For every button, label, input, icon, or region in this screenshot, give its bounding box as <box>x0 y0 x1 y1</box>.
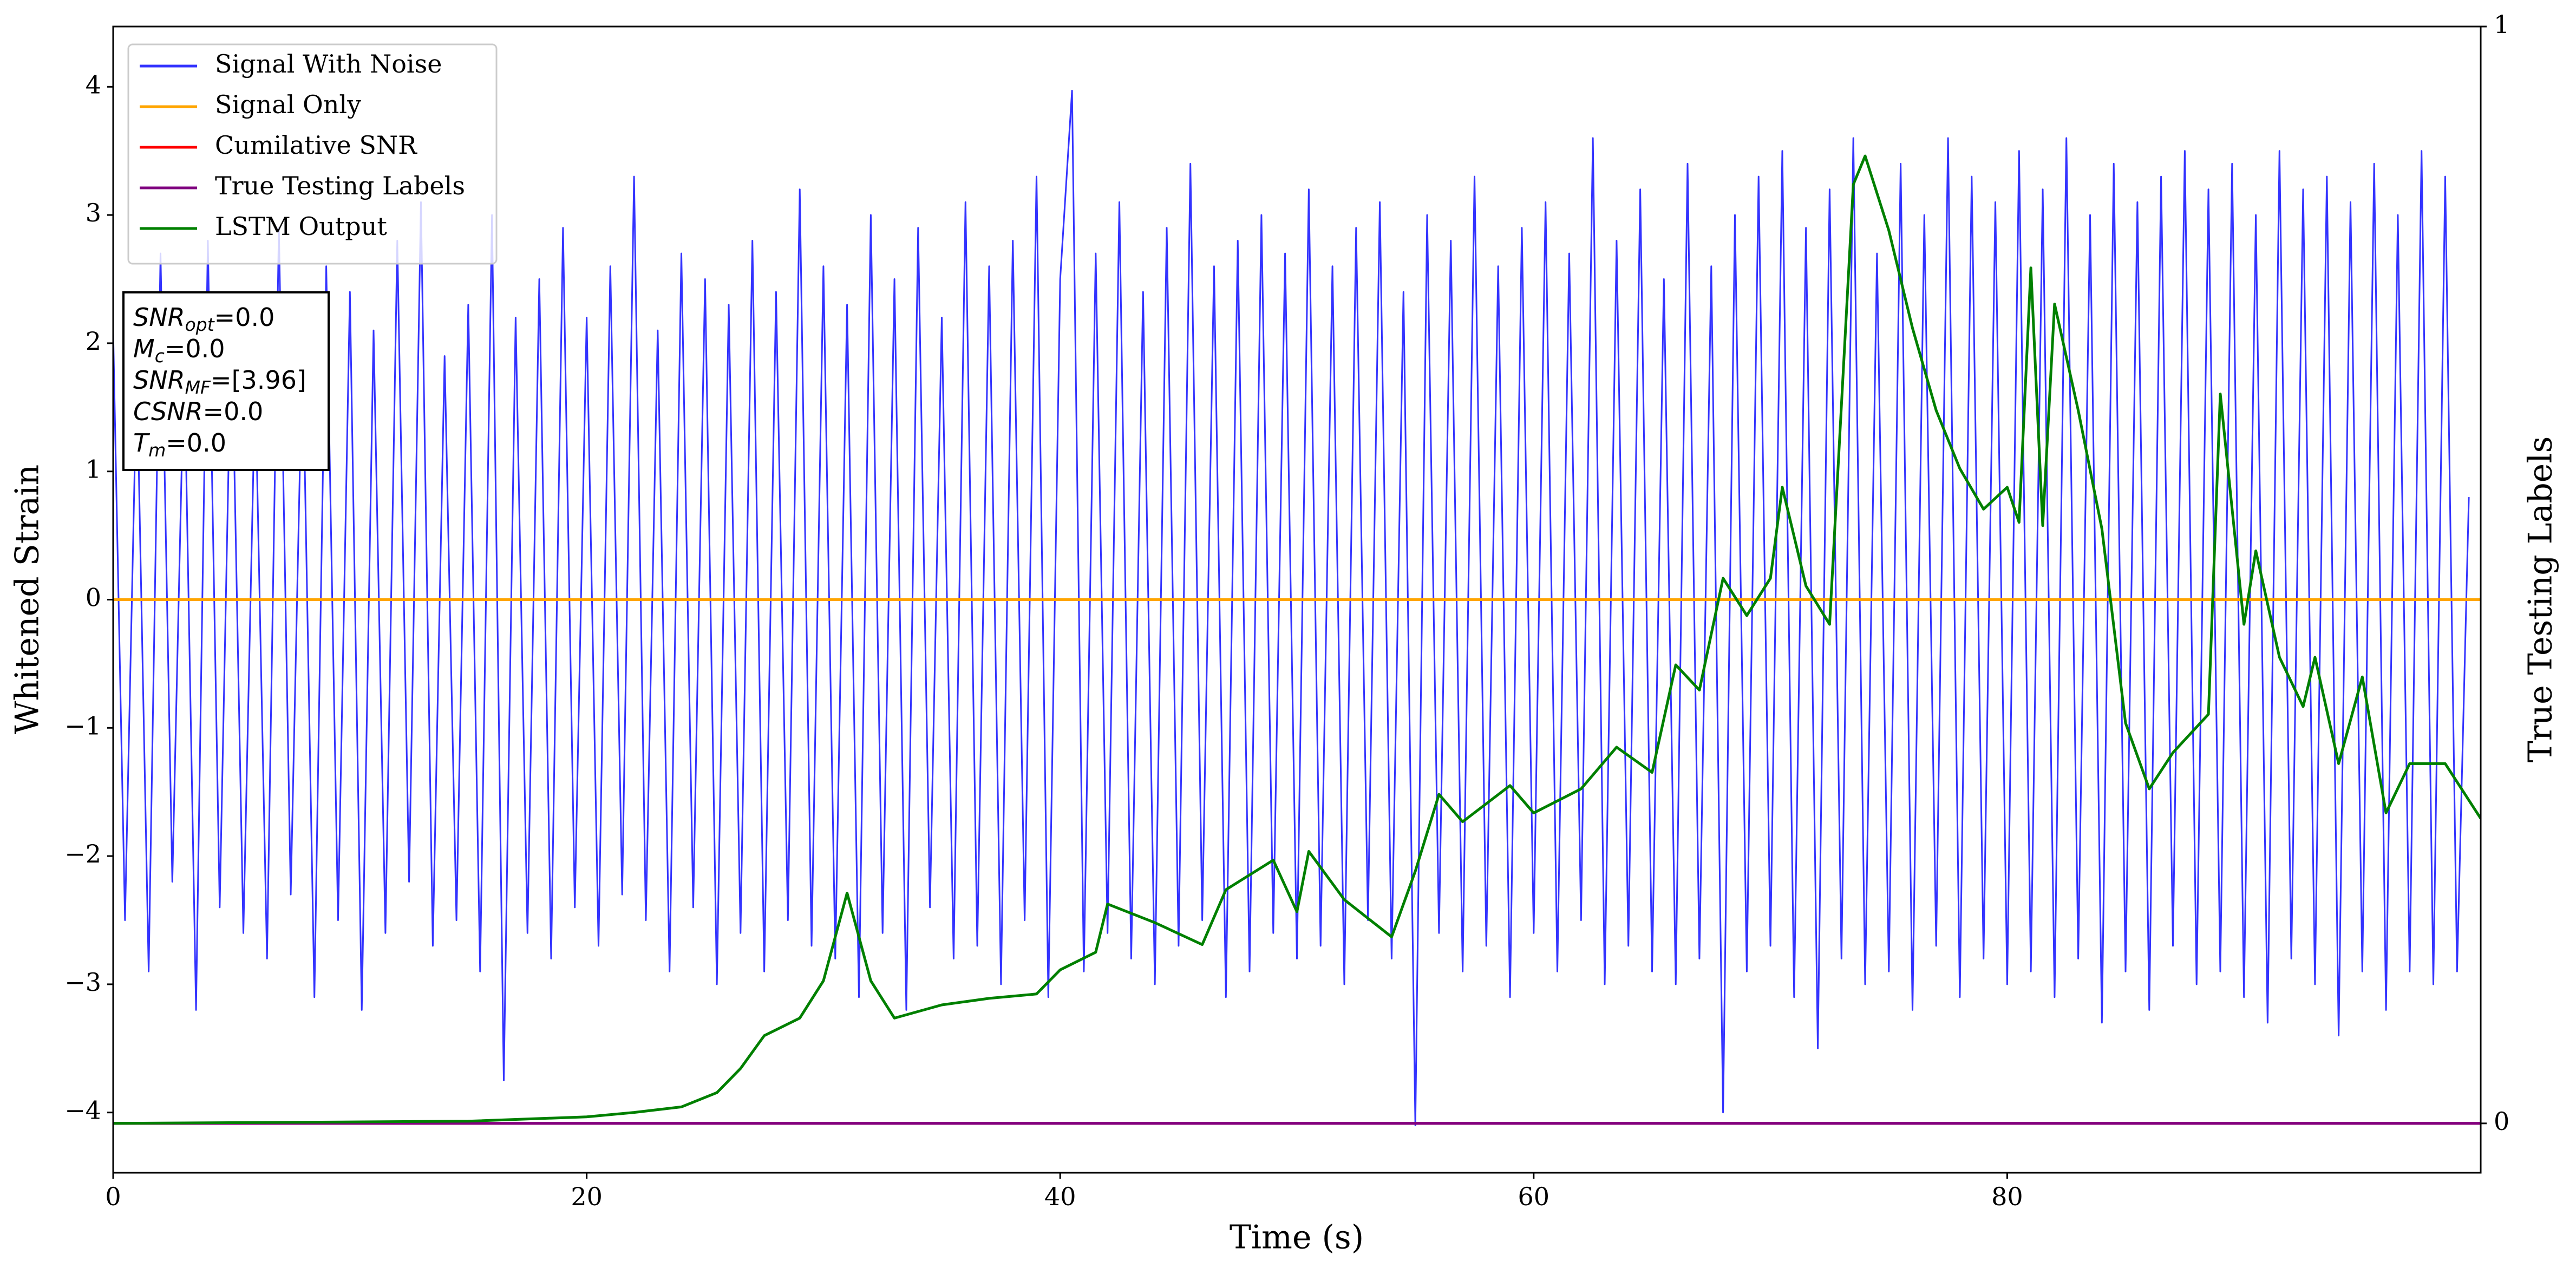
legend-box <box>127 43 498 265</box>
series-line <box>113 89 2470 1126</box>
y-tick-label: −1 <box>64 711 101 740</box>
x-tick-label: 80 <box>1991 1182 2023 1211</box>
annotation-symbol: T <box>133 428 151 458</box>
annotation-symbol: CSNR <box>133 397 203 426</box>
annotation-subscript: opt <box>185 314 215 335</box>
y-axis-label: Whitened Strain <box>9 465 47 734</box>
y2-tick-label: 1 <box>2494 10 2509 39</box>
x-tick-label: 60 <box>1518 1182 1550 1211</box>
annotation-line: Mc=0.0 <box>133 334 225 367</box>
series-line <box>113 154 2481 1125</box>
y-tick-label: 1 <box>86 455 101 484</box>
y-tick-label: 4 <box>86 70 101 99</box>
annotation-subscript: MF <box>185 377 211 398</box>
annotation-value: =0.0 <box>166 428 226 458</box>
x-tick-label: 20 <box>571 1182 603 1211</box>
annotation-line: Tm=0.0 <box>133 428 226 461</box>
legend-label: Signal Only <box>215 90 361 119</box>
plot-area <box>113 89 2481 1126</box>
annotation-subscript: m <box>148 440 166 461</box>
annotation-frame <box>122 291 330 471</box>
legend-label: LSTM Output <box>215 212 387 241</box>
y-tick-label: 0 <box>86 583 101 612</box>
annotation-value: =0.0 <box>165 334 225 363</box>
x-tick-label: 0 <box>105 1182 121 1211</box>
annotation-line: CSNR=0.0 <box>133 397 263 426</box>
annotation-symbol: M <box>133 334 155 363</box>
y-tick-label: 3 <box>86 198 101 227</box>
annotation-value: =[3.96] <box>211 365 306 395</box>
annotation-value: =0.0 <box>214 303 275 332</box>
annotation-line: SNRopt=0.0 <box>133 303 274 335</box>
y-tick-label: −4 <box>64 1096 101 1125</box>
y-tick-label: 2 <box>86 326 101 356</box>
y-tick-label: −3 <box>64 968 101 997</box>
legend-label: Cumilative SNR <box>215 130 417 160</box>
x-tick-label: 40 <box>1044 1182 1076 1211</box>
annotation-symbol: SNR <box>133 303 185 332</box>
annotation-box: SNRopt=0.0Mc=0.0SNRMF=[3.96]CSNR=0.0Tm=0… <box>122 291 330 471</box>
y2-tick-label: 0 <box>2494 1107 2509 1136</box>
y2-axis-label: True Testing Labels <box>2522 436 2560 763</box>
legend: Signal With Noise Signal Only Cumilative S… <box>127 43 498 265</box>
x-axis-label: Time (s) <box>1230 1219 1364 1257</box>
legend-label: Signal With Noise <box>215 49 442 79</box>
annotation-value: =0.0 <box>203 397 264 426</box>
legend-label: True Testing Labels <box>215 171 465 200</box>
annotation-symbol: SNR <box>133 365 185 395</box>
y-tick-label: −2 <box>64 839 101 868</box>
annotation-subscript: c <box>155 345 165 367</box>
annotation-line: SNRMF=[3.96] <box>133 365 306 398</box>
